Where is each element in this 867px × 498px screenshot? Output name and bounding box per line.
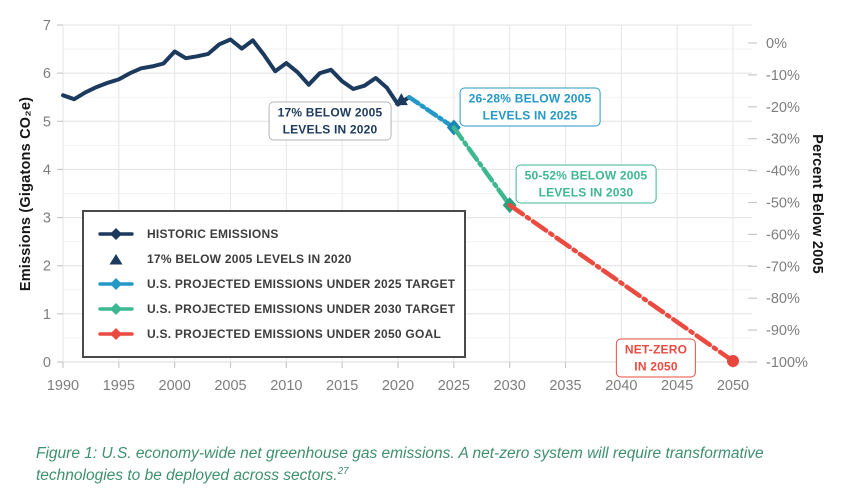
legend-label: U.S. PROJECTED EMISSIONS UNDER 2030 TARG… (147, 302, 456, 316)
x-tick-label: 2040 (605, 378, 637, 394)
y-right-tick-label: -60% (766, 227, 800, 243)
legend-label: HISTORIC EMISSIONS (147, 227, 279, 241)
annotation-line: LEVELS IN 2025 (482, 108, 578, 122)
x-tick-label: 2020 (382, 378, 414, 394)
y-right-tick-label: -50% (766, 196, 800, 212)
annotation-line: IN 2050 (634, 359, 678, 373)
y-left-tick-label: 7 (43, 18, 51, 34)
x-tick-label: 2025 (438, 378, 470, 394)
chart-legend: HISTORIC EMISSIONS 17% BELOW 2005 LEVELS… (82, 210, 466, 358)
x-tick-label: 1995 (103, 378, 135, 394)
legend-label: U.S. PROJECTED EMISSIONS UNDER 2025 TARG… (147, 277, 456, 291)
series-line (406, 94, 457, 130)
caption-text: Figure 1: U.S. economy-wide net greenhou… (36, 445, 764, 485)
series-line (451, 125, 512, 208)
y-left-tick-label: 1 (43, 307, 51, 323)
y-left-tick-label: 0 (43, 355, 51, 371)
annotation-line: 50-52% BELOW 2005 (524, 168, 648, 183)
series-line (507, 202, 736, 364)
y-left-tick-label: 2 (43, 259, 51, 275)
y-right-tick-label: -40% (766, 164, 800, 180)
legend-item-2050-goal: U.S. PROJECTED EMISSIONS UNDER 2050 GOAL (98, 325, 454, 343)
annotation-line: LEVELS IN 2020 (282, 122, 378, 136)
y-axis-right-title: Percent Below 2005 (809, 134, 825, 274)
annotation-50-52pct-below-2005: 50-52% BELOW 2005 LEVELS IN 2030 (515, 164, 657, 204)
annotation-26-28pct-below-2005: 26-28% BELOW 2005 LEVELS IN 2025 (459, 87, 601, 127)
historic-line-icon (98, 227, 134, 241)
footnote-reference: 27 (337, 466, 349, 477)
legend-item-historic-emissions: HISTORIC EMISSIONS (98, 225, 454, 243)
projected-2050-line-icon (98, 327, 134, 341)
y-left-tick-label: 6 (43, 66, 51, 82)
annotation-line: 17% BELOW 2005 (277, 105, 383, 120)
y-left-tick-label: 5 (43, 114, 51, 130)
projected-2030-line-icon (98, 302, 134, 316)
y-left-tick-label: 3 (43, 211, 51, 227)
x-tick-label: 2035 (549, 378, 581, 394)
x-tick-label: 2010 (270, 378, 302, 394)
y-right-tick-label: -30% (766, 132, 800, 148)
projected-2025-line-icon (98, 277, 134, 291)
legend-label: 17% BELOW 2005 LEVELS IN 2020 (147, 252, 352, 266)
annotation-line: 26-28% BELOW 2005 (468, 91, 592, 106)
x-tick-label: 2005 (214, 378, 246, 394)
figure-caption: Figure 1: U.S. economy-wide net greenhou… (36, 443, 854, 487)
series-line (61, 37, 412, 107)
legend-item-17pct-2020: 17% BELOW 2005 LEVELS IN 2020 (98, 250, 454, 268)
data-series (61, 37, 739, 368)
y-left-tick-label: 4 (43, 162, 51, 178)
triangle-marker (394, 93, 408, 106)
annotation-17pct-below-2005: 17% BELOW 2005 LEVELS IN 2020 (268, 101, 392, 141)
y-axis-left-title: Emissions (Gigatons CO₂e) (18, 96, 34, 292)
x-tick-label: 2045 (661, 378, 693, 394)
x-tick-label: 2050 (717, 378, 749, 394)
x-tick-label: 2000 (159, 378, 191, 394)
legend-item-2025-target: U.S. PROJECTED EMISSIONS UNDER 2025 TARG… (98, 275, 456, 293)
y-right-tick-label: -70% (766, 259, 800, 275)
y-right-tick-label: -10% (766, 68, 800, 84)
circle-marker (727, 355, 739, 368)
x-tick-label: 2015 (326, 378, 358, 394)
y-right-tick-label: -90% (766, 323, 800, 339)
y-right-tick-label: -100% (766, 355, 808, 371)
x-tick-label: 2030 (494, 378, 526, 394)
triangle-marker-icon (98, 252, 134, 266)
y-right-tick-label: 0% (766, 36, 787, 52)
annotation-line: NET-ZERO (624, 342, 688, 357)
annotation-net-zero-2050: NET-ZERO IN 2050 (615, 338, 697, 378)
y-right-tick-label: -20% (766, 100, 800, 116)
tick-labels: 1990 1995 2000 2005 2010 2015 2020 2025 2030 2035… (43, 18, 808, 394)
annotation-line: LEVELS IN 2030 (538, 185, 634, 199)
legend-label: U.S. PROJECTED EMISSIONS UNDER 2050 GOAL (147, 327, 442, 341)
y-right-tick-label: -80% (766, 291, 800, 307)
x-tick-label: 1990 (47, 378, 79, 394)
legend-item-2030-target: U.S. PROJECTED EMISSIONS UNDER 2030 TARG… (98, 300, 456, 318)
